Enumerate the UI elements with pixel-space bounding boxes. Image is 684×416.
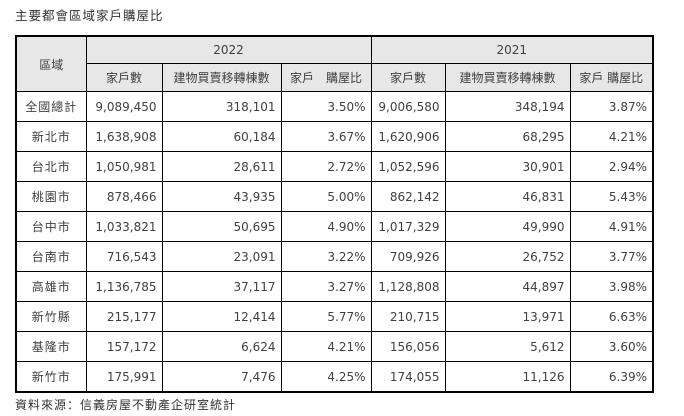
households-2021-header: 家戶數 [370, 63, 446, 92]
table-row: 新竹市 175,991 7,476 4.25% 174,055 11,126 6.39% [15, 361, 654, 393]
ratio-2022-cell: 3.50% [280, 91, 372, 122]
ratio-2022-cell: 4.90% [280, 211, 372, 242]
ratio-2021-header: 家戶 購屋比 [569, 63, 654, 92]
ratio-2021-cell: 3.98% [569, 271, 654, 302]
table-row: 台中市 1,033,821 50,695 4.90% 1,017,329 49,990 4.… [15, 211, 654, 242]
households-2021-cell: 709,926 [370, 241, 446, 272]
households-2021-cell: 1,128,808 [370, 271, 446, 302]
transfers-2022-cell: 23,091 [161, 241, 282, 272]
transfers-2021-cell: 68,295 [444, 121, 571, 152]
table-row: 台北市 1,050,981 28,611 2.72% 1,052,596 30,901 2.… [15, 151, 654, 182]
table-row: 新竹縣 215,177 12,414 5.77% 210,715 13,971 6.63% [15, 301, 654, 332]
transfers-2022-cell: 12,414 [161, 301, 282, 332]
ratio-2021-cell: 3.77% [569, 241, 654, 272]
households-2022-cell: 215,177 [85, 301, 163, 332]
households-2021-cell: 210,715 [370, 301, 446, 332]
households-2022-cell: 1,050,981 [85, 151, 163, 182]
transfers-2021-cell: 11,126 [444, 361, 571, 393]
ratio-2021-cell: 2.94% [569, 151, 654, 182]
table-body: 全國總計 9,089,450 318,101 3.50% 9,006,580 348,19… [15, 91, 654, 393]
region-column-header: 區域 [15, 35, 87, 92]
ratio-2022-header: 家戶 購屋比 [280, 63, 372, 92]
ratio-2022-cell: 3.27% [280, 271, 372, 302]
ratio-2022-cell: 5.77% [280, 301, 372, 332]
year-header-row: 區域 2022 2021 [15, 35, 654, 92]
region-cell: 台北市 [15, 151, 87, 182]
households-2021-cell: 862,142 [370, 181, 446, 212]
households-2022-cell: 157,172 [85, 331, 163, 362]
transfers-2021-cell: 46,831 [444, 181, 571, 212]
households-2021-cell: 174,055 [370, 361, 446, 393]
households-2022-cell: 1,033,821 [85, 211, 163, 242]
table-row: 新北市 1,638,908 60,184 3.67% 1,620,906 68,295 4.… [15, 121, 654, 152]
ratio-2021-cell: 3.87% [569, 91, 654, 122]
table-row: 基隆市 157,172 6,624 4.21% 156,056 5,612 3.60% [15, 331, 654, 362]
transfers-2022-cell: 28,611 [161, 151, 282, 182]
transfers-2021-cell: 5,612 [444, 331, 571, 362]
region-cell: 新北市 [15, 121, 87, 152]
ratio-2021-cell: 6.39% [569, 361, 654, 393]
transfers-2021-cell: 13,971 [444, 301, 571, 332]
table-row: 高雄市 1,136,785 37,117 3.27% 1,128,808 44,897 3.… [15, 271, 654, 302]
households-2021-cell: 1,620,906 [370, 121, 446, 152]
transfers-2021-cell: 26,752 [444, 241, 571, 272]
region-cell: 桃園市 [15, 181, 87, 212]
table-row: 台南市 716,543 23,091 3.22% 709,926 26,752 3.77% [15, 241, 654, 272]
transfers-2021-cell: 30,901 [444, 151, 571, 182]
transfers-2022-cell: 50,695 [161, 211, 282, 242]
region-cell: 新竹縣 [15, 301, 87, 332]
ratio-2021-cell: 6.63% [569, 301, 654, 332]
households-2022-cell: 9,089,450 [85, 91, 163, 122]
households-2022-cell: 1,638,908 [85, 121, 163, 152]
households-2021-cell: 156,056 [370, 331, 446, 362]
transfers-2022-cell: 43,935 [161, 181, 282, 212]
households-2022-cell: 716,543 [85, 241, 163, 272]
transfers-2021-cell: 44,897 [444, 271, 571, 302]
ratio-2021-cell: 5.43% [569, 181, 654, 212]
ratio-2022-cell: 2.72% [280, 151, 372, 182]
table-header: 區域 2022 2021 家戶數 建物買賣移轉棟數 家戶 購屋比 家戶數 建物買… [15, 35, 654, 92]
transfers-2022-cell: 6,624 [161, 331, 282, 362]
households-2022-cell: 175,991 [85, 361, 163, 393]
households-2021-cell: 1,017,329 [370, 211, 446, 242]
region-cell: 台南市 [15, 241, 87, 272]
ratio-2022-cell: 3.22% [280, 241, 372, 272]
household-purchase-ratio-table: 區域 2022 2021 家戶數 建物買賣移轉棟數 家戶 購屋比 家戶數 建物買… [15, 35, 654, 393]
ratio-2022-cell: 3.67% [280, 121, 372, 152]
table-row: 全國總計 9,089,450 318,101 3.50% 9,006,580 348,19… [15, 91, 654, 122]
ratio-2022-cell: 4.21% [280, 331, 372, 362]
year-2022-header: 2022 [85, 35, 372, 64]
transfers-2021-header: 建物買賣移轉棟數 [444, 63, 571, 92]
households-2021-cell: 9,006,580 [370, 91, 446, 122]
region-cell: 基隆市 [15, 331, 87, 362]
transfers-2022-cell: 37,117 [161, 271, 282, 302]
ratio-2021-cell: 4.91% [569, 211, 654, 242]
source-note: 資料來源：信義房屋不動產企研室統計 [15, 398, 237, 412]
region-cell: 高雄市 [15, 271, 87, 302]
transfers-2022-cell: 60,184 [161, 121, 282, 152]
year-2021-header: 2021 [370, 35, 654, 64]
column-header-row: 家戶數 建物買賣移轉棟數 家戶 購屋比 家戶數 建物買賣移轉棟數 家戶 購屋比 [16, 63, 654, 92]
transfers-2022-header: 建物買賣移轉棟數 [161, 63, 282, 92]
region-cell: 新竹市 [15, 361, 87, 393]
households-2022-header: 家戶數 [85, 63, 163, 92]
transfers-2021-cell: 49,990 [444, 211, 571, 242]
region-cell: 台中市 [15, 211, 87, 242]
ratio-2022-cell: 4.25% [280, 361, 372, 393]
transfers-2021-cell: 348,194 [444, 91, 571, 122]
ratio-2021-cell: 3.60% [569, 331, 654, 362]
transfers-2022-cell: 7,476 [161, 361, 282, 393]
households-2022-cell: 878,466 [85, 181, 163, 212]
households-2022-cell: 1,136,785 [85, 271, 163, 302]
transfers-2022-cell: 318,101 [161, 91, 282, 122]
region-cell: 全國總計 [15, 91, 87, 122]
ratio-2021-cell: 4.21% [569, 121, 654, 152]
table-row: 桃園市 878,466 43,935 5.00% 862,142 46,831 5.43% [15, 181, 654, 212]
page-title: 主要都會區域家戶購屋比 [15, 8, 164, 23]
ratio-2022-cell: 5.00% [280, 181, 372, 212]
households-2021-cell: 1,052,596 [370, 151, 446, 182]
